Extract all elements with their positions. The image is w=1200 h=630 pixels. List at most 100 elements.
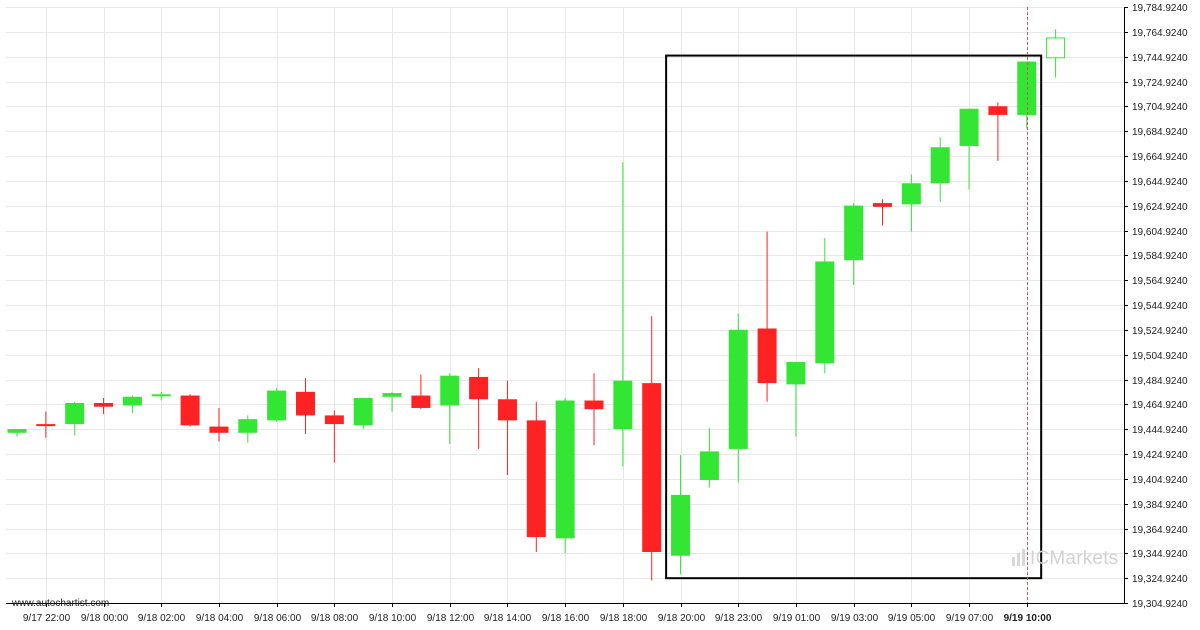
source-label[interactable]: www.autochartist.com: [12, 598, 110, 609]
candle: [584, 373, 604, 446]
candle: [296, 378, 315, 435]
candle: [786, 362, 806, 437]
candle-body: [699, 451, 719, 480]
x-tick-label: 9/19 07:00: [946, 613, 994, 624]
candle-body: [1017, 61, 1037, 115]
candle: [988, 102, 1008, 161]
candle: [873, 199, 892, 226]
x-tick-label: 9/18 02:00: [138, 613, 186, 624]
candle: [122, 395, 142, 413]
candle-body: [555, 400, 575, 539]
candle-body: [180, 395, 200, 426]
candle: [65, 401, 85, 436]
x-axis: 9/17 22:00 9/18 00:00 9/18 02:00 9/18 04:00…: [6, 603, 1124, 624]
candle-body: [584, 400, 604, 410]
x-tick-label: 9/18 10:00: [369, 613, 417, 624]
x-tick-label: 9/18 23:00: [715, 613, 763, 624]
y-tick-label: 19,784.9240: [1132, 3, 1188, 14]
candle-body: [122, 396, 142, 406]
candle: [1017, 61, 1037, 129]
candle-body: [526, 420, 546, 538]
candle-body: [7, 429, 27, 433]
y-tick-label: 19,644.9240: [1132, 177, 1188, 188]
candle: [267, 388, 287, 422]
candle-body: [930, 147, 950, 184]
y-tick-label: 19,564.9240: [1132, 276, 1188, 287]
x-tick-label: 9/18 14:00: [484, 613, 532, 624]
y-axis: 19,304.9240 19,324.9240 19,344.9240 19,364.…: [1124, 3, 1188, 610]
candle: [555, 398, 575, 554]
y-tick-label: 19,424.9240: [1132, 450, 1188, 461]
candle-body: [642, 383, 662, 552]
candle: [238, 415, 258, 443]
y-tick-label: 19,484.9240: [1132, 376, 1188, 387]
y-tick-label: 19,724.9240: [1132, 78, 1188, 89]
candle: [959, 108, 979, 190]
candle: [94, 398, 114, 415]
y-tick-label: 19,584.9240: [1132, 251, 1188, 262]
candle: [526, 401, 546, 552]
y-tick-label: 19,344.9240: [1132, 549, 1188, 560]
y-tick-label: 19,544.9240: [1132, 301, 1188, 312]
candle-body: [873, 203, 892, 207]
candle: [7, 429, 27, 437]
overlay: [665, 7, 1043, 603]
watermark-bars-icon: [1012, 549, 1027, 572]
candle: [844, 203, 864, 286]
candle-body: [94, 402, 114, 407]
candle: [180, 394, 200, 427]
candle-body: [353, 398, 373, 426]
candle: [411, 374, 431, 410]
x-tick-label: 9/19 05:00: [888, 613, 936, 624]
candle-body: [209, 426, 229, 433]
x-tick-label: 9/19 03:00: [831, 613, 879, 624]
x-tick-label: 9/18 00:00: [81, 613, 129, 624]
candle: [324, 410, 344, 463]
y-tick-label: 19,764.9240: [1132, 28, 1188, 39]
x-tick-label: 9/18 20:00: [658, 613, 706, 624]
watermark-text: Markets: [1049, 548, 1119, 569]
y-tick-label: 19,524.9240: [1132, 326, 1188, 337]
candle-body: [671, 494, 691, 556]
candle: [1046, 29, 1066, 78]
x-tick-label: 9/17 22:00: [23, 613, 71, 624]
x-tick-label: 9/19 10:00: [1004, 613, 1052, 624]
x-tick-label: 9/18 18:00: [600, 613, 648, 624]
candle: [728, 313, 748, 483]
candle: [642, 316, 662, 581]
candle-body: [988, 106, 1008, 115]
candle: [930, 137, 950, 202]
x-tick-label: 9/18 06:00: [254, 613, 302, 624]
candle-body: [65, 402, 85, 425]
x-tick-label: 9/19 01:00: [773, 613, 821, 624]
candle-body: [151, 394, 171, 397]
x-tick-label: 9/18 12:00: [427, 613, 475, 624]
candle-body: [786, 362, 806, 385]
x-tick-label: 9/18 16:00: [542, 613, 590, 624]
candle-body: [469, 376, 489, 400]
candle-body: [757, 328, 777, 384]
y-tick-label: 19,404.9240: [1132, 475, 1188, 486]
candle: [613, 162, 633, 467]
y-tick-label: 19,684.9240: [1132, 127, 1188, 138]
candle: [440, 373, 460, 444]
candle-body: [324, 415, 344, 425]
candle: [815, 237, 835, 374]
y-tick-label: 19,464.9240: [1132, 400, 1188, 411]
candle-body: [959, 108, 979, 146]
candle-body: [238, 419, 258, 433]
candle-body: [411, 395, 431, 408]
pattern-box: [665, 54, 1043, 580]
candle-body: [844, 205, 864, 261]
candle-body: [815, 261, 835, 364]
candle-body: [497, 399, 517, 421]
candle: [36, 411, 56, 438]
y-tick-label: 19,744.9240: [1132, 53, 1188, 64]
candle: [757, 231, 777, 402]
candle: [497, 380, 517, 476]
candle-body: [440, 375, 460, 406]
broker-watermark: ICMarkets: [1012, 548, 1118, 572]
y-tick-label: 19,504.9240: [1132, 351, 1188, 362]
x-tick-label: 9/18 08:00: [311, 613, 359, 624]
